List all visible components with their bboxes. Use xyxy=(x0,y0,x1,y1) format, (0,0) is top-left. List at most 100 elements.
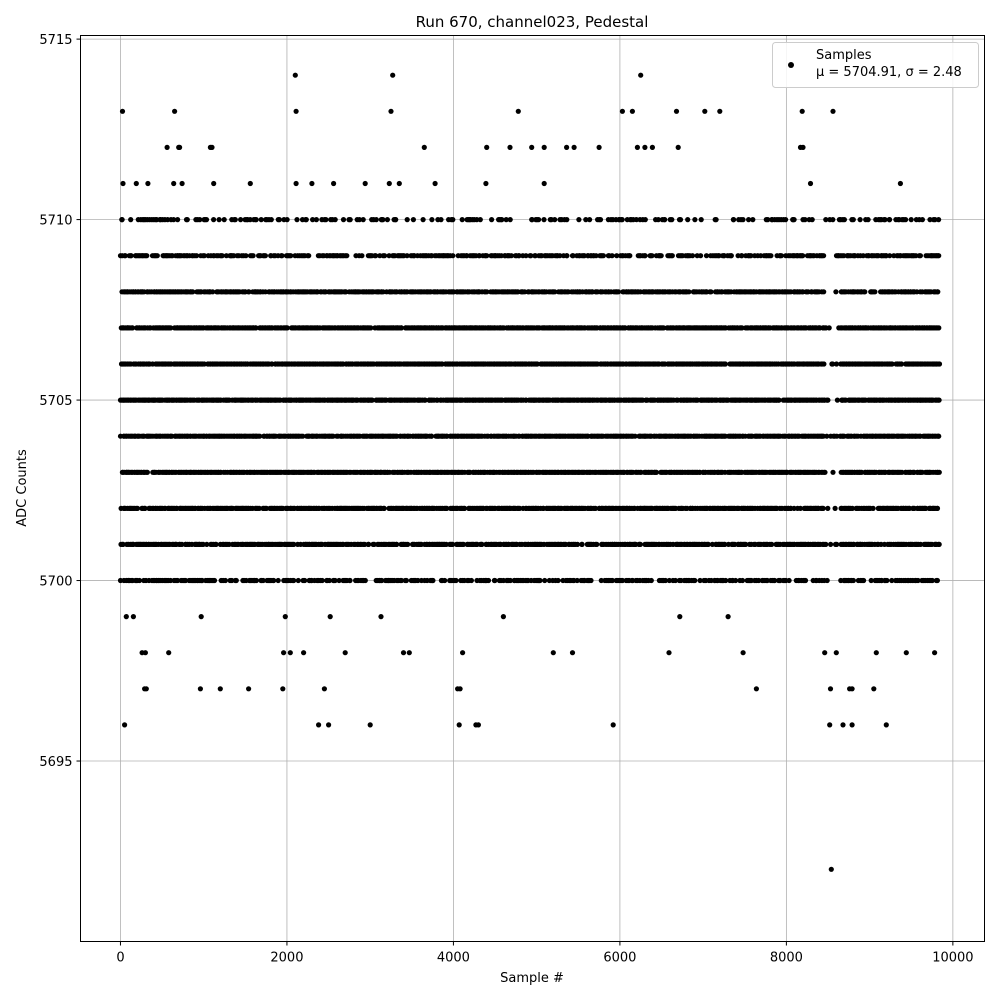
data-point xyxy=(200,541,206,548)
data-point xyxy=(648,577,654,584)
data-point xyxy=(415,577,421,584)
data-point xyxy=(632,433,638,439)
data-point xyxy=(291,577,297,584)
data-point xyxy=(821,361,827,367)
data-point xyxy=(822,469,828,475)
data-point xyxy=(686,289,692,295)
data-point xyxy=(368,325,374,331)
data-point xyxy=(598,577,604,584)
data-point xyxy=(183,577,189,584)
data-point xyxy=(820,505,826,511)
data-point xyxy=(260,577,266,584)
data-point xyxy=(830,361,836,367)
data-point xyxy=(134,505,141,511)
data-point xyxy=(430,577,436,584)
data-point xyxy=(849,505,856,511)
data-point xyxy=(291,541,297,548)
data-point xyxy=(468,577,474,584)
data-point xyxy=(542,577,548,584)
data-point xyxy=(832,505,838,511)
data-point xyxy=(136,577,143,584)
data-point xyxy=(918,541,924,548)
data-point xyxy=(204,541,210,548)
data-point xyxy=(460,541,467,548)
data-point xyxy=(129,325,136,331)
data-point xyxy=(190,289,196,295)
data-point xyxy=(422,397,428,403)
data-point xyxy=(142,505,148,511)
data-point xyxy=(609,577,616,584)
data-point xyxy=(592,505,599,511)
data-point xyxy=(144,469,150,475)
data-point xyxy=(484,289,490,295)
data-point xyxy=(574,541,581,548)
data-point xyxy=(222,577,228,584)
data-point xyxy=(722,361,729,367)
data-point xyxy=(492,577,498,584)
data-point xyxy=(555,577,561,584)
data-point xyxy=(936,361,943,367)
data-point xyxy=(179,541,185,548)
data-point xyxy=(936,397,942,403)
data-point xyxy=(594,541,600,548)
data-point xyxy=(889,361,895,367)
data-point xyxy=(120,541,126,548)
data-point xyxy=(936,433,942,439)
data-point xyxy=(579,541,585,548)
data-point xyxy=(211,577,218,584)
data-point xyxy=(769,541,775,548)
data-point xyxy=(507,577,513,584)
data-point xyxy=(619,577,626,584)
data-point xyxy=(326,577,332,584)
data-point xyxy=(934,505,941,511)
data-point xyxy=(271,577,277,584)
data-point xyxy=(405,541,411,548)
data-point xyxy=(708,289,714,295)
data-point xyxy=(168,325,174,331)
data-point xyxy=(253,577,259,584)
data-point xyxy=(666,577,673,584)
data-point xyxy=(722,541,728,548)
data-point xyxy=(872,289,878,295)
data-point xyxy=(284,325,290,331)
data-point xyxy=(366,541,372,548)
data-point xyxy=(398,577,405,584)
data-point xyxy=(233,577,239,584)
data-point xyxy=(552,289,558,295)
data-points xyxy=(117,72,943,872)
data-point xyxy=(381,505,387,511)
data-point xyxy=(485,577,492,584)
data-point xyxy=(300,433,306,439)
data-point xyxy=(824,433,830,439)
data-point xyxy=(398,325,404,331)
data-point xyxy=(828,541,834,548)
data-point xyxy=(442,577,448,584)
data-point xyxy=(213,541,219,548)
data-point xyxy=(653,469,660,475)
data-point xyxy=(319,577,325,584)
data-point xyxy=(743,541,749,548)
data-point xyxy=(347,577,353,584)
data-point xyxy=(825,505,831,511)
data-point xyxy=(834,397,841,403)
data-point xyxy=(935,289,941,295)
data-point xyxy=(661,325,667,331)
data-point xyxy=(332,577,338,584)
data-point xyxy=(776,397,782,403)
data-point xyxy=(369,397,375,403)
data-point xyxy=(826,325,832,331)
data-point xyxy=(936,325,942,331)
data-point xyxy=(833,289,839,295)
data-point xyxy=(834,541,840,548)
data-point xyxy=(637,541,644,548)
data-point xyxy=(275,577,281,584)
data-point xyxy=(821,289,827,295)
data-point xyxy=(862,289,868,295)
data-point xyxy=(833,361,840,367)
data-point xyxy=(574,577,580,584)
data-point xyxy=(246,289,252,295)
data-point xyxy=(336,577,342,584)
data-point xyxy=(870,505,876,511)
data-point xyxy=(450,541,456,548)
